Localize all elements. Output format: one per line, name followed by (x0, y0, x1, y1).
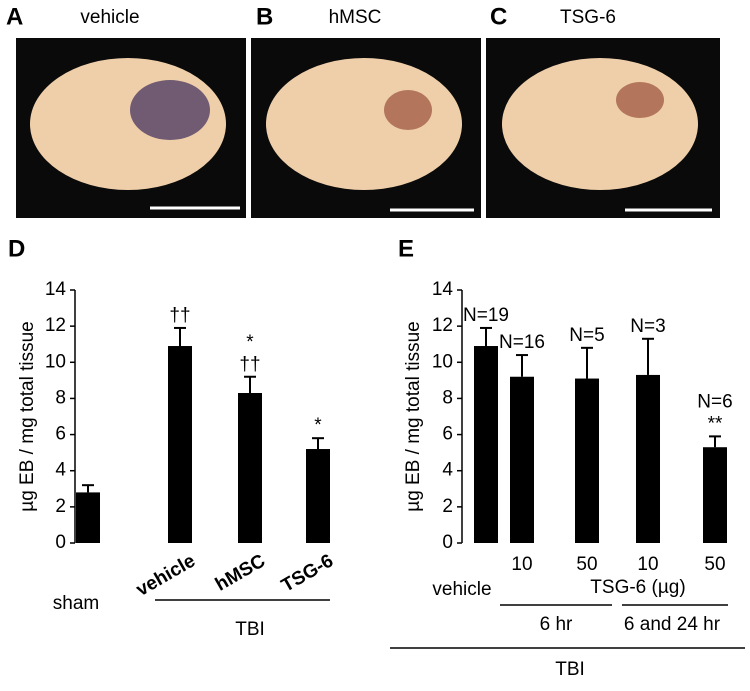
bar-label: N=6 (697, 391, 732, 412)
significance-marker: ** (708, 413, 723, 434)
panel-letter: E (398, 235, 414, 262)
significance-marker: †† (169, 305, 190, 326)
panel-letter: D (8, 235, 25, 262)
y-tick-label: 0 (442, 532, 453, 553)
y-tick-label: 8 (442, 387, 453, 408)
y-tick-label: 0 (55, 532, 66, 553)
group-label: TSG-6 (µg) (590, 577, 685, 598)
x-tick-label: sham (53, 593, 99, 614)
y-tick-label: 10 (432, 351, 453, 372)
y-tick-label: 6 (442, 424, 453, 445)
panel-letter: C (490, 3, 507, 30)
bar (510, 376, 534, 543)
bar (76, 492, 100, 543)
y-tick-label: 6 (55, 424, 66, 445)
panel-letter: B (256, 3, 273, 30)
bar-label: N=19 (463, 305, 509, 326)
x-tick-label: 50 (704, 554, 725, 575)
brain (502, 58, 698, 190)
lesion (616, 82, 664, 118)
x-tick-label: TSG-6 (278, 550, 337, 596)
group-label: 6 hr (540, 614, 573, 635)
bar (703, 447, 727, 543)
brain (266, 58, 462, 190)
x-tick-label: 10 (637, 554, 658, 575)
panel-letter: A (6, 3, 23, 30)
group-label: 6 and 24 hr (624, 614, 721, 635)
y-axis-label: µg EB / mg total tissue (17, 321, 38, 511)
y-tick-label: 2 (442, 496, 453, 517)
panel-title: hMSC (329, 7, 382, 28)
y-tick-label: 8 (55, 387, 66, 408)
y-axis-label: µg EB / mg total tissue (403, 321, 424, 511)
bar (238, 393, 262, 543)
y-tick-label: 2 (55, 496, 66, 517)
bar (636, 374, 660, 543)
y-tick-label: 4 (442, 460, 453, 481)
y-tick-label: 10 (45, 351, 66, 372)
lesion (384, 90, 432, 130)
significance-marker: †† (239, 354, 260, 375)
lesion (130, 80, 210, 140)
x-tick-label: 10 (511, 554, 532, 575)
x-tick-label: 50 (576, 554, 597, 575)
panel-title: vehicle (80, 7, 139, 28)
significance-marker: * (246, 332, 254, 353)
y-tick-label: 12 (432, 315, 453, 336)
bar (575, 378, 599, 543)
y-tick-label: 14 (45, 279, 67, 300)
bar-label: N=16 (499, 332, 545, 353)
bar (474, 346, 498, 543)
x-tick-label: hMSC (212, 550, 269, 595)
group-label: TBI (235, 619, 265, 640)
bar-label: N=5 (569, 325, 604, 346)
photo-panels (16, 38, 720, 218)
y-tick-label: 12 (45, 315, 66, 336)
group-label: TBI (555, 659, 585, 680)
bar-label: N=3 (630, 316, 665, 337)
bar (306, 449, 330, 543)
x-tick-label: vehicle (432, 579, 491, 600)
panel-title: TSG-6 (560, 7, 616, 28)
y-tick-label: 14 (432, 279, 454, 300)
bar (168, 346, 192, 543)
significance-marker: * (314, 415, 322, 436)
y-tick-label: 4 (55, 460, 66, 481)
x-tick-label: vehicle (133, 550, 199, 600)
